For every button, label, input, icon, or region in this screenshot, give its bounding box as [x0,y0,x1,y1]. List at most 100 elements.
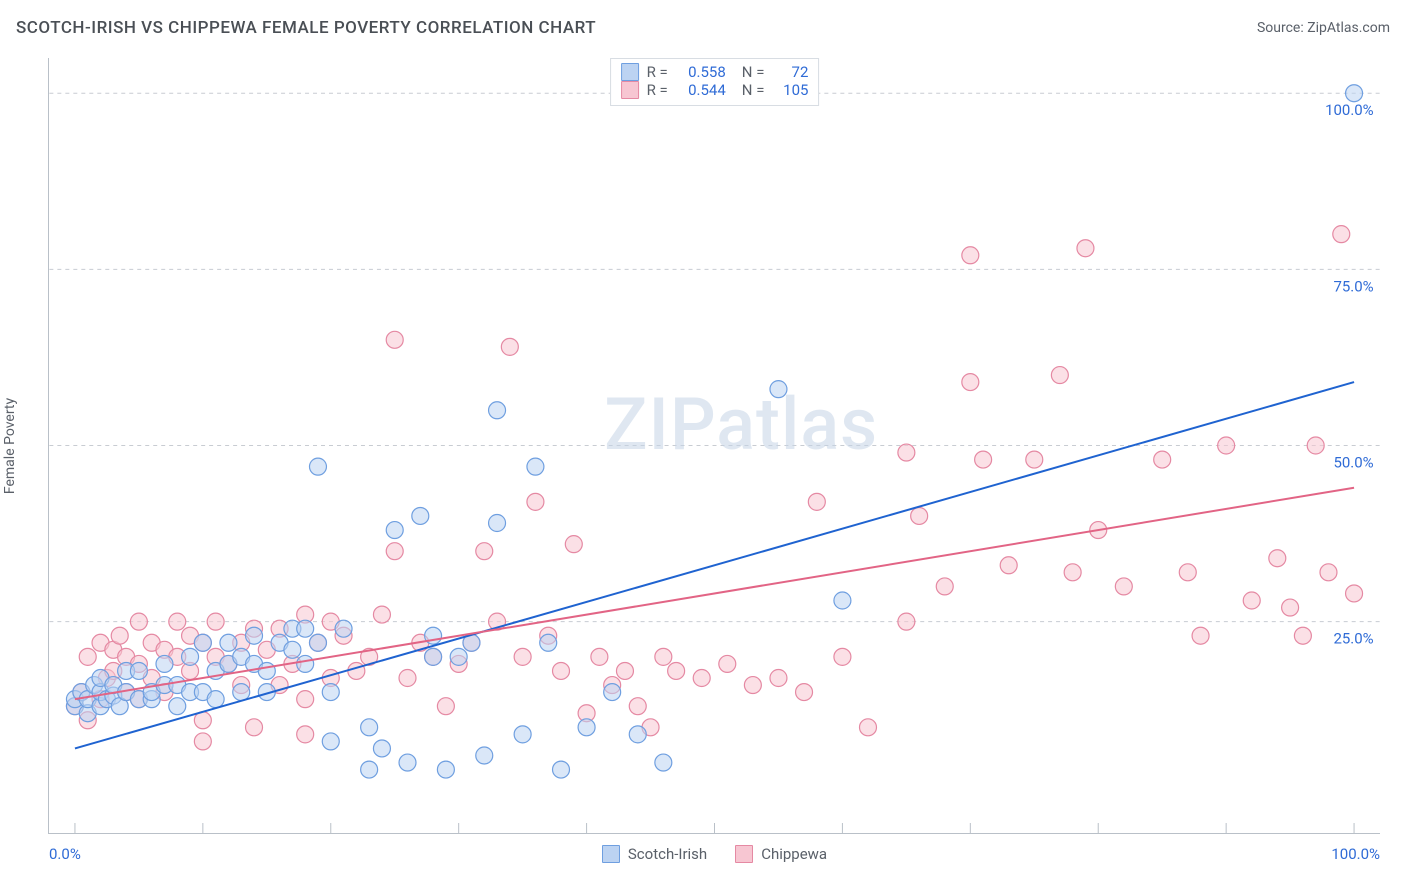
chippewa-point [527,493,544,510]
chippewa-point [297,691,314,708]
scotch_irish-point [258,662,275,679]
chippewa-point [770,670,787,687]
chippewa-point [501,338,518,355]
chippewa-point [1218,437,1235,454]
scatter-chart: 25.0% 50.0% 75.0% 100.0% ZIPatlas [49,58,1380,833]
scotch_irish-point [322,684,339,701]
chippewa-point [476,543,493,560]
series-legend-item: Chippewa [735,845,827,863]
scotch_irish-point [489,402,506,419]
svg-text:ZIPatlas: ZIPatlas [604,382,878,467]
scotch_irish-point [399,754,416,771]
scotch_irish-point [309,458,326,475]
legend-r-value: 0.558 [676,63,726,81]
plot-area: 25.0% 50.0% 75.0% 100.0% ZIPatlas R = 0.558 N … [48,58,1380,834]
correlation-legend-row: R =0.544N =105 [621,81,809,99]
chippewa-point [936,578,953,595]
legend-swatch-icon [621,63,639,81]
series-legend: Scotch-Irish Chippewa [49,845,1380,863]
scotch_irish-regression-line [75,382,1354,748]
chippewa-point [207,613,224,630]
svg-text:100.0%: 100.0% [1325,101,1374,119]
legend-n-value: 105 [772,81,808,99]
scotch_irish-point [540,634,557,651]
chart-title: SCOTCH-IRISH VS CHIPPEWA FEMALE POVERTY … [16,18,596,38]
chippewa-point [668,662,685,679]
chippewa-point [246,719,263,736]
svg-text:75.0%: 75.0% [1333,277,1373,295]
scotch_irish-point [476,747,493,764]
chippewa-regression-line [75,488,1354,699]
scotch_irish-point [553,761,570,778]
chippewa-point [1051,367,1068,384]
chippewa-point [514,648,531,665]
chippewa-point [808,493,825,510]
series-legend-label: Chippewa [761,845,827,863]
chippewa-point [79,648,96,665]
scotch_irish-point [284,641,301,658]
scotch_irish-point [169,698,186,715]
chippewa-point [373,606,390,623]
chippewa-point [629,698,646,715]
chippewa-point [911,507,928,524]
scotch_irish-point [309,634,326,651]
chippewa-point [1064,564,1081,581]
correlation-legend: R =0.558N =72R =0.544N =105 [610,58,820,106]
chippewa-point [1077,240,1094,257]
chippewa-point [1154,451,1171,468]
chippewa-point [1346,585,1363,602]
chippewa-point [1333,226,1350,243]
chippewa-point [1307,437,1324,454]
chart-header: SCOTCH-IRISH VS CHIPPEWA FEMALE POVERTY … [16,18,1390,38]
scotch_irish-point [182,648,199,665]
legend-r-label: R = [647,81,668,99]
scotch_irish-point [604,684,621,701]
chippewa-point [1000,557,1017,574]
chippewa-point [1243,592,1260,609]
legend-swatch-icon [735,845,753,863]
chippewa-point [898,613,915,630]
chippewa-point [616,662,633,679]
legend-swatch-icon [621,81,639,99]
chippewa-point [1282,599,1299,616]
legend-n-label: N = [742,81,765,99]
scotch_irish-point [425,648,442,665]
scotch_irish-point [246,627,263,644]
chippewa-point [130,613,147,630]
chippewa-point [860,719,877,736]
chippewa-point [386,331,403,348]
chippewa-point [962,247,979,264]
chippewa-point [719,655,736,672]
chippewa-point [1179,564,1196,581]
chippewa-point [834,648,851,665]
chippewa-point [111,627,128,644]
scotch_irish-point [233,684,250,701]
scotch_irish-point [220,634,237,651]
scotch_irish-point [437,761,454,778]
chippewa-point [297,726,314,743]
chippewa-point [348,662,365,679]
scotch_irish-point [770,381,787,398]
chippewa-point [399,670,416,687]
source-label: Source: ZipAtlas.com [1257,20,1390,36]
svg-text:25.0%: 25.0% [1333,630,1373,648]
chippewa-point [591,648,608,665]
scotch_irish-point [207,691,224,708]
series-legend-label: Scotch-Irish [628,845,707,863]
scotch_irish-point [655,754,672,771]
chippewa-point [693,670,710,687]
scotch_irish-point [322,733,339,750]
scotch_irish-point [527,458,544,475]
scotch_irish-point [578,719,595,736]
chippewa-point [437,698,454,715]
legend-n-label: N = [742,63,765,81]
scotch_irish-point [489,515,506,532]
scotch_irish-point [373,740,390,757]
chippewa-point [975,451,992,468]
scotch_irish-point [629,726,646,743]
scotch_irish-point [386,522,403,539]
chippewa-point [962,374,979,391]
scotch_irish-point [412,507,429,524]
legend-r-label: R = [647,63,668,81]
svg-text:50.0%: 50.0% [1333,453,1373,471]
